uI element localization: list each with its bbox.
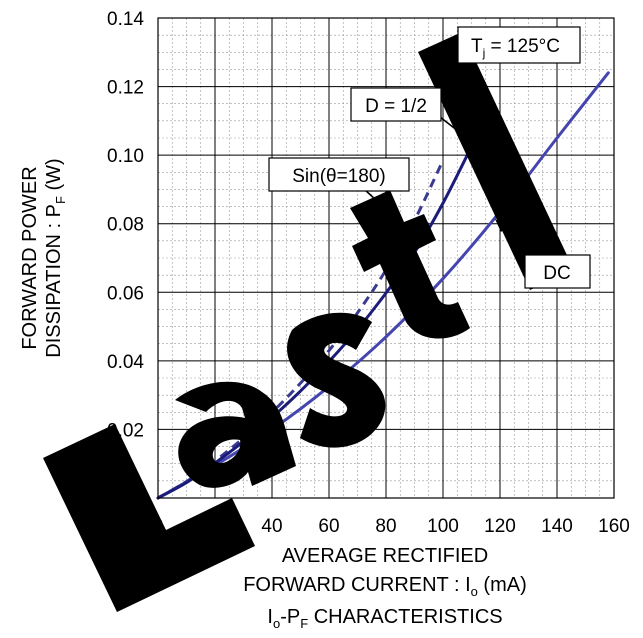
annotation-dc: DC [495, 219, 591, 289]
plot-border [157, 17, 615, 499]
y-tick-label: 0.00 [107, 489, 144, 510]
chart-title: Io-PF CHARACTERISTICS [267, 606, 502, 631]
x-tick-label: 100 [427, 516, 459, 537]
y-axis-label: FORWARD POWER DISSIPATION : PF (W) [19, 158, 68, 357]
watermark-letter-l2 [418, 32, 574, 290]
x-tick-label: 160 [598, 516, 630, 537]
y-axis-label-line1: FORWARD POWER [19, 166, 41, 349]
y-tick-labels: 0.00 0.02 0.04 0.06 0.08 0.10 0.12 0.14 [107, 9, 144, 510]
x-tick-label: 140 [541, 516, 573, 537]
watermark-letter-l [43, 424, 255, 612]
watermark-letter-a [175, 381, 296, 488]
y-axis-label-line2: DISSIPATION : PF (W) [43, 158, 68, 357]
annotation-sin-label: Sin(θ=180) [292, 166, 385, 187]
x-tick-label: 60 [318, 516, 339, 537]
x-axis-label-line2: FORWARD CURRENT : Io (mA) [243, 574, 527, 599]
y-tick-label: 0.08 [107, 215, 144, 236]
watermark-letter-s [287, 312, 386, 448]
x-axis-label-line1: AVERAGE RECTIFIED [282, 545, 488, 567]
x-tick-label: 0 [153, 516, 164, 537]
y-tick-label: 0.10 [107, 146, 144, 167]
y-tick-label: 0.04 [107, 352, 144, 373]
annotation-tj: Tj = 125°C [457, 26, 581, 64]
y-tick-label: 0.06 [107, 283, 144, 304]
y-tick-label: 0.14 [107, 9, 144, 30]
watermark-letter-t [350, 190, 470, 339]
y-tick-label: 0.12 [107, 78, 144, 99]
annotation-sin: Sin(θ=180) [268, 157, 410, 227]
annotation-dc-label: DC [543, 263, 570, 284]
annotation-d: D = 1/2 [350, 87, 479, 148]
x-tick-label: 40 [261, 516, 282, 537]
x-tick-labels: 0 20 40 60 80 100 120 140 160 [153, 516, 630, 537]
watermark [43, 32, 574, 612]
x-tick-label: 120 [484, 516, 516, 537]
series-line-dc [156, 71, 610, 500]
annotation-d-label: D = 1/2 [365, 96, 427, 117]
x-tick-label: 80 [375, 516, 396, 537]
svg-text:Tj = 125°C: Tj = 125°C [471, 36, 560, 60]
y-tick-label: 0.02 [107, 420, 144, 441]
x-tick-label: 20 [204, 516, 225, 537]
